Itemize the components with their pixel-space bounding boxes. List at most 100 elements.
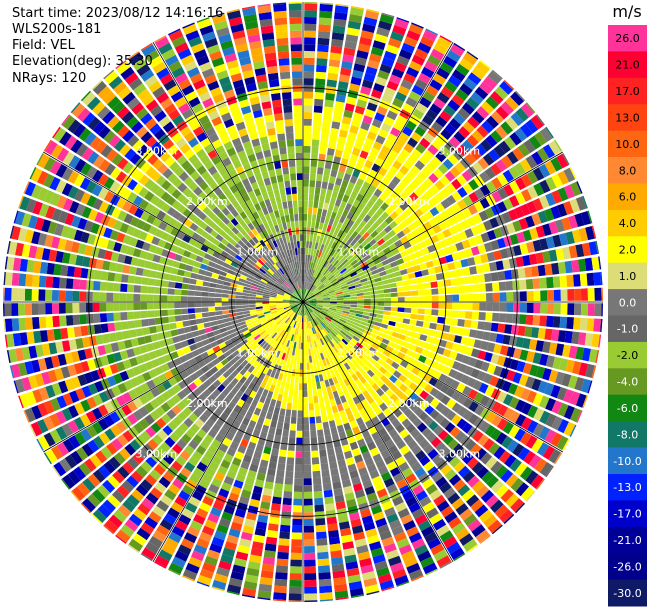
velocity-gate (336, 351, 343, 359)
velocity-gate (419, 262, 428, 270)
velocity-gate (431, 295, 439, 302)
velocity-gate (436, 92, 450, 104)
velocity-gate (474, 404, 485, 416)
velocity-gate (448, 75, 462, 88)
velocity-gate (114, 273, 122, 283)
velocity-gate (296, 321, 299, 329)
velocity-gate (128, 389, 138, 400)
velocity-gate (396, 338, 405, 346)
velocity-gate (344, 251, 351, 259)
velocity-gate (214, 306, 222, 311)
velocity-gate (208, 483, 220, 494)
velocity-gate (263, 446, 272, 455)
velocity-gate (318, 153, 326, 162)
velocity-gate (424, 383, 434, 394)
velocity-gate (296, 437, 303, 445)
velocity-gate (436, 363, 446, 373)
velocity-gate (508, 383, 518, 395)
velocity-gate (308, 248, 312, 256)
velocity-gate (384, 370, 393, 379)
velocity-gate (80, 360, 90, 373)
velocity-gate (332, 281, 340, 287)
velocity-gate (513, 291, 521, 302)
velocity-gate (263, 324, 270, 330)
velocity-gate (404, 296, 412, 302)
velocity-gate (305, 247, 309, 255)
velocity-gate (411, 54, 426, 66)
velocity-gate (561, 217, 572, 231)
velocity-gate (60, 366, 71, 379)
velocity-gate (411, 228, 421, 237)
velocity-gate (371, 343, 380, 350)
velocity-gate (444, 287, 452, 294)
velocity-gate (460, 336, 469, 346)
velocity-gate (253, 407, 262, 416)
velocity-gate (261, 563, 275, 572)
velocity-gate (220, 554, 234, 564)
velocity-gate (235, 551, 249, 561)
velocity-gate (239, 324, 248, 330)
velocity-gate (122, 264, 131, 274)
velocity-gate (318, 374, 324, 382)
velocity-gate (394, 322, 403, 328)
velocity-gate (322, 278, 329, 284)
velocity-gate (367, 336, 376, 343)
velocity-gate (192, 387, 202, 397)
velocity-gate (411, 367, 421, 376)
velocity-gate (542, 368, 552, 381)
velocity-gate (370, 230, 379, 239)
velocity-gate (319, 338, 325, 346)
velocity-gate (316, 302, 324, 304)
velocity-gate (327, 286, 334, 291)
velocity-gate (250, 312, 258, 316)
velocity-gate (460, 258, 469, 268)
velocity-gate (260, 349, 267, 357)
velocity-gate (323, 269, 329, 276)
velocity-gate (418, 182, 429, 193)
velocity-gate (275, 400, 282, 409)
velocity-gate (342, 401, 350, 410)
velocity-gate (309, 303, 317, 306)
velocity-gate (341, 312, 349, 317)
velocity-gate (526, 290, 534, 301)
velocity-gate (400, 514, 413, 525)
velocity-gate (67, 470, 81, 485)
velocity-gate (303, 349, 306, 357)
velocity-gate (215, 449, 226, 459)
velocity-gate (545, 413, 557, 428)
velocity-gate (343, 233, 351, 242)
velocity-gate (134, 319, 142, 328)
velocity-gate (452, 294, 460, 302)
velocity-gate (67, 364, 77, 377)
velocity-gate (244, 362, 252, 371)
velocity-gate (408, 60, 423, 72)
velocity-gate (79, 302, 87, 313)
velocity-gate (339, 256, 346, 264)
velocity-gate (490, 239, 500, 251)
velocity-gate (404, 261, 413, 268)
velocity-gate (310, 285, 315, 291)
velocity-gate (391, 450, 403, 461)
velocity-gate (346, 319, 354, 324)
velocity-gate (349, 512, 360, 521)
velocity-gate (367, 441, 377, 451)
velocity-gate (181, 484, 194, 496)
velocity-gate (267, 405, 275, 414)
velocity-gate (49, 429, 62, 444)
velocity-gate (200, 365, 210, 374)
velocity-gate (327, 333, 333, 341)
velocity-gate (178, 422, 189, 433)
velocity-gate (438, 287, 446, 295)
velocity-gate (473, 201, 484, 212)
velocity-gate (458, 250, 467, 260)
velocity-gate (371, 163, 381, 173)
velocity-gate (422, 275, 431, 283)
velocity-gate (271, 448, 279, 456)
velocity-gate (509, 233, 519, 245)
velocity-gate (334, 285, 341, 290)
velocity-gate (65, 278, 74, 289)
velocity-gate (430, 543, 445, 556)
velocity-gate (361, 346, 369, 353)
velocity-gate (269, 330, 276, 338)
velocity-gate (308, 261, 312, 269)
